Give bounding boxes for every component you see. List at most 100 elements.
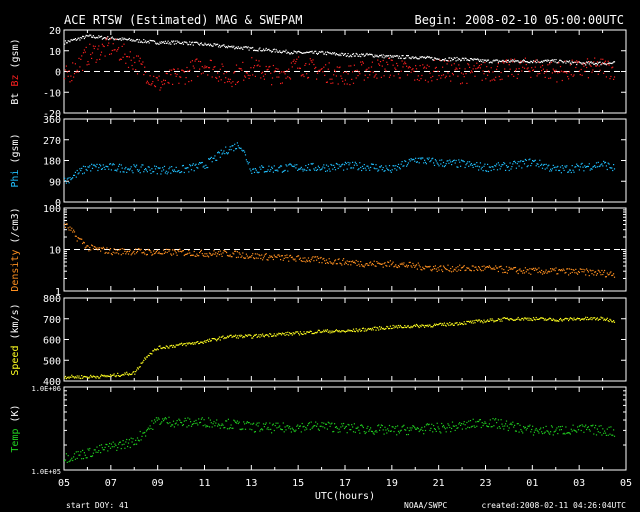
data-point (317, 257, 319, 260)
data-point (142, 252, 144, 254)
data-point (543, 319, 545, 321)
data-point (79, 39, 81, 41)
data-point (518, 431, 520, 433)
data-point (110, 169, 112, 171)
data-point (613, 435, 616, 437)
data-point (333, 164, 335, 166)
data-point (511, 424, 513, 426)
data-point (291, 256, 293, 258)
data-point (390, 430, 392, 432)
data-point (169, 69, 171, 71)
data-point (602, 428, 604, 430)
data-point (498, 75, 500, 78)
data-point (99, 58, 101, 60)
data-point (274, 51, 276, 53)
data-point (413, 425, 415, 427)
data-point (375, 430, 377, 432)
data-point (298, 50, 300, 52)
data-point (218, 76, 220, 78)
data-point (249, 428, 251, 430)
data-point (437, 58, 439, 60)
data-point (120, 254, 122, 256)
data-point (480, 270, 482, 272)
data-point (369, 74, 371, 76)
data-point (476, 58, 478, 61)
data-point (290, 332, 292, 335)
data-point (124, 168, 126, 170)
data-point (256, 50, 258, 52)
data-point (497, 63, 499, 65)
data-point (424, 161, 427, 163)
data-point (76, 69, 78, 71)
data-point (266, 49, 268, 51)
data-point (523, 319, 525, 321)
data-point (83, 452, 85, 454)
data-point (247, 163, 249, 165)
data-point (288, 334, 290, 336)
data-point (356, 69, 358, 71)
data-point (95, 61, 97, 63)
data-point (395, 326, 397, 328)
data-point (281, 171, 283, 173)
data-point (610, 167, 612, 169)
data-point (511, 166, 513, 168)
data-point (408, 261, 410, 264)
data-point (304, 52, 306, 54)
data-point (420, 78, 422, 80)
data-point (109, 53, 111, 55)
data-point (172, 424, 174, 426)
data-point (278, 76, 280, 78)
data-point (277, 68, 279, 70)
data-point (282, 333, 284, 335)
data-point (517, 73, 519, 75)
data-point (137, 41, 139, 43)
data-point (240, 46, 242, 48)
data-point (267, 426, 269, 429)
data-point (548, 77, 550, 79)
data-point (477, 420, 479, 423)
data-point (408, 57, 410, 59)
data-point (320, 331, 322, 334)
data-point (508, 61, 510, 63)
data-point (410, 58, 412, 60)
data-point (579, 74, 581, 76)
data-point (134, 253, 136, 255)
data-point (334, 331, 336, 333)
y-axis-label: Temp (K) (10, 404, 21, 452)
data-point (65, 223, 67, 225)
data-point (177, 424, 179, 426)
data-point (130, 373, 132, 376)
data-point (471, 164, 473, 166)
data-point (521, 167, 523, 169)
data-point (76, 39, 78, 41)
data-point (265, 47, 267, 49)
data-point (285, 164, 287, 166)
data-point (209, 253, 211, 255)
data-point (523, 163, 526, 165)
data-point (147, 40, 149, 42)
data-point (561, 79, 563, 82)
data-point (323, 164, 325, 166)
data-point (307, 163, 310, 166)
data-point (563, 269, 565, 271)
data-point (68, 461, 70, 463)
data-point (88, 63, 90, 65)
data-point (458, 323, 460, 326)
data-point (152, 171, 154, 173)
data-point (523, 317, 526, 319)
data-point (317, 52, 319, 54)
data-point (280, 165, 282, 167)
data-point (565, 426, 567, 428)
data-point (174, 423, 176, 425)
data-point (154, 86, 157, 88)
data-point (325, 423, 328, 425)
data-point (424, 66, 426, 68)
data-point (505, 423, 507, 425)
data-point (259, 430, 261, 432)
data-point (223, 44, 225, 46)
data-point (481, 79, 483, 81)
data-point (273, 71, 275, 73)
data-point (201, 341, 203, 343)
data-point (550, 431, 552, 433)
data-point (373, 56, 375, 58)
